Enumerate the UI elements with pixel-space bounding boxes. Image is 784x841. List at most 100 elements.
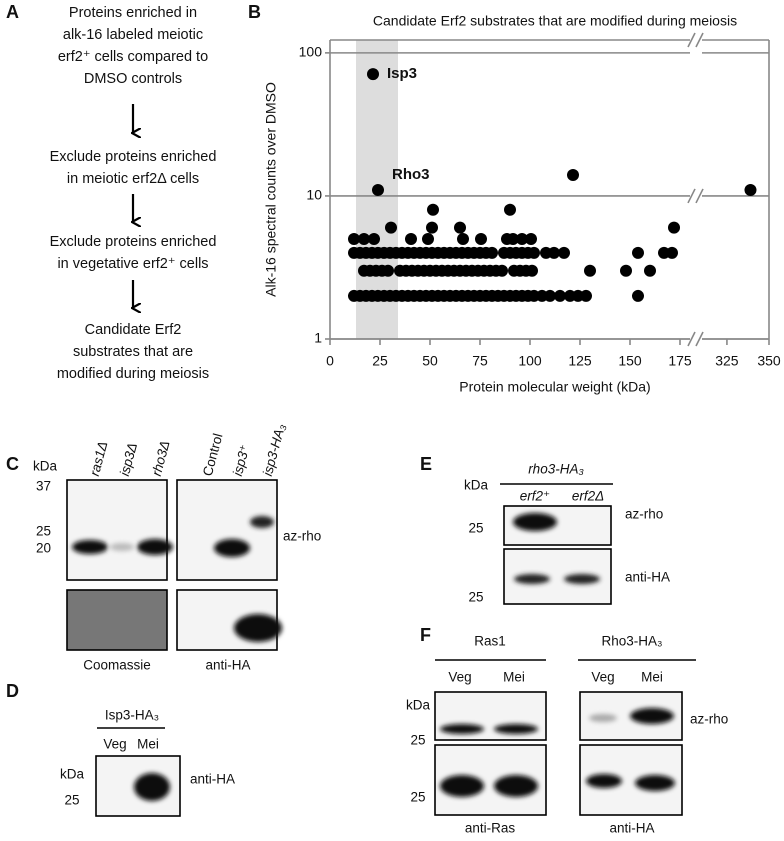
chart-title: Candidate Erf2 substrates that are modif…: [373, 13, 737, 29]
x-tick-label: 125: [568, 353, 592, 369]
data-point: [580, 289, 592, 302]
x-tick-label: 150: [618, 353, 642, 369]
step-text: substrates that are: [73, 344, 193, 360]
y-axis-label: Alk-16 spectral counts over DMSO: [263, 82, 279, 297]
data-point: [496, 264, 508, 277]
annotation: Isp3: [387, 65, 417, 82]
lane-label: Veg: [448, 670, 471, 685]
blot-label: az-rho: [690, 712, 728, 727]
blot: [66, 479, 168, 581]
axis-break: [695, 188, 704, 204]
data-point: [558, 246, 570, 259]
blot: [176, 479, 278, 581]
lane-label: Control: [200, 432, 226, 478]
data-point: [475, 232, 487, 245]
step-text: alk-16 labeled meiotic: [63, 27, 203, 43]
marker-label: 20: [36, 541, 51, 556]
lane-label: erf2⁺: [520, 489, 550, 504]
blot-label: anti-HA: [205, 658, 250, 673]
lane-label: Mei: [641, 670, 663, 685]
marker-label: 25: [64, 793, 79, 808]
blot-label: anti-HA: [625, 570, 670, 585]
data-point: [382, 264, 394, 277]
data-point: [454, 221, 466, 234]
marker-label: 25: [468, 521, 483, 536]
step-text: Proteins enriched in: [69, 5, 197, 21]
marker-label: 37: [36, 479, 51, 494]
panel-f: Ras1 Rho3-HA₃ Veg Mei Veg Mei kDa 25 25 …: [406, 634, 728, 836]
y-tick-label: 100: [299, 44, 323, 60]
x-tick-label: 50: [422, 353, 438, 369]
data-point: [554, 289, 566, 302]
x-tick-label: 100: [518, 353, 542, 369]
data-point: [544, 289, 556, 302]
lane-label: isp3Δ: [117, 441, 140, 478]
axis-break: [695, 32, 704, 48]
data-point: [507, 232, 519, 245]
lane-label: rho3Δ: [149, 439, 173, 478]
lane-label: Mei: [503, 670, 525, 685]
kda-label: kDa: [33, 459, 57, 474]
axis-break: [687, 331, 696, 347]
step-text: in vegetative erf2⁺ cells: [57, 256, 208, 272]
data-point: [666, 246, 678, 259]
construct-label: Isp3-HA₃: [105, 708, 159, 723]
blot-label: anti-Ras: [465, 821, 516, 836]
step-text: erf2⁺ cells compared to: [58, 49, 208, 65]
data-point: [584, 264, 596, 277]
blot-label: az-rho: [283, 529, 321, 544]
scatter-chart: Candidate Erf2 substrates that are modif…: [263, 13, 781, 395]
lane-label: erf2Δ: [572, 489, 604, 504]
group-label: Rho3-HA₃: [601, 634, 662, 649]
data-point: [367, 68, 379, 81]
step-text: Exclude proteins enriched: [50, 149, 217, 165]
x-tick-label: 350: [757, 353, 781, 369]
x-tick-label: 175: [668, 353, 692, 369]
kda-label: kDa: [406, 698, 430, 713]
lane-label: isp3-HA₃: [260, 422, 288, 478]
data-point: [426, 221, 438, 234]
panel-label: C: [6, 454, 19, 474]
data-point: [516, 232, 528, 245]
data-point: [457, 232, 469, 245]
data-point: [504, 203, 516, 216]
panel-label: E: [420, 454, 432, 474]
data-point: [668, 221, 680, 234]
data-point: [385, 221, 397, 234]
data-point: [620, 264, 632, 277]
panel-label: D: [6, 681, 19, 701]
data-point: [368, 232, 380, 245]
panel-label: A: [6, 2, 19, 22]
kda-label: kDa: [60, 767, 84, 782]
data-point: [348, 232, 360, 245]
blot-label: az-rho: [625, 507, 663, 522]
panel-label: B: [248, 2, 261, 22]
panel-c: kDa 37 25 20 ras1Δ isp3Δ rho3Δ Control i…: [33, 422, 321, 673]
data-point: [427, 203, 439, 216]
data-point: [644, 264, 656, 277]
group-label: Ras1: [474, 634, 506, 649]
data-point: [632, 246, 644, 259]
marker-label: 25: [36, 524, 51, 539]
data-point: [405, 232, 417, 245]
lane-label: Veg: [103, 737, 126, 752]
x-tick-label: 325: [715, 353, 739, 369]
panel-label: F: [420, 625, 431, 645]
panel-e: rho3-HA₃ erf2⁺ erf2Δ kDa 25 25 az-rho an…: [464, 462, 670, 605]
data-point: [548, 246, 560, 259]
data-point: [372, 184, 384, 197]
data-point: [526, 264, 538, 277]
blot-label: anti-HA: [190, 772, 235, 787]
x-tick-label: 25: [372, 353, 388, 369]
x-axis-label: Protein molecular weight (kDa): [459, 379, 650, 395]
construct-label: rho3-HA₃: [528, 462, 584, 477]
blot-coomassie: [66, 589, 168, 651]
blot-label: Coomassie: [83, 658, 151, 673]
annotation: Rho3: [392, 166, 430, 183]
x-tick-label: 0: [326, 353, 334, 369]
y-tick-label: 1: [314, 330, 322, 346]
y-tick-label: 10: [306, 187, 322, 203]
step-text: Exclude proteins enriched: [50, 234, 217, 250]
step-text: modified during meiosis: [57, 366, 209, 382]
